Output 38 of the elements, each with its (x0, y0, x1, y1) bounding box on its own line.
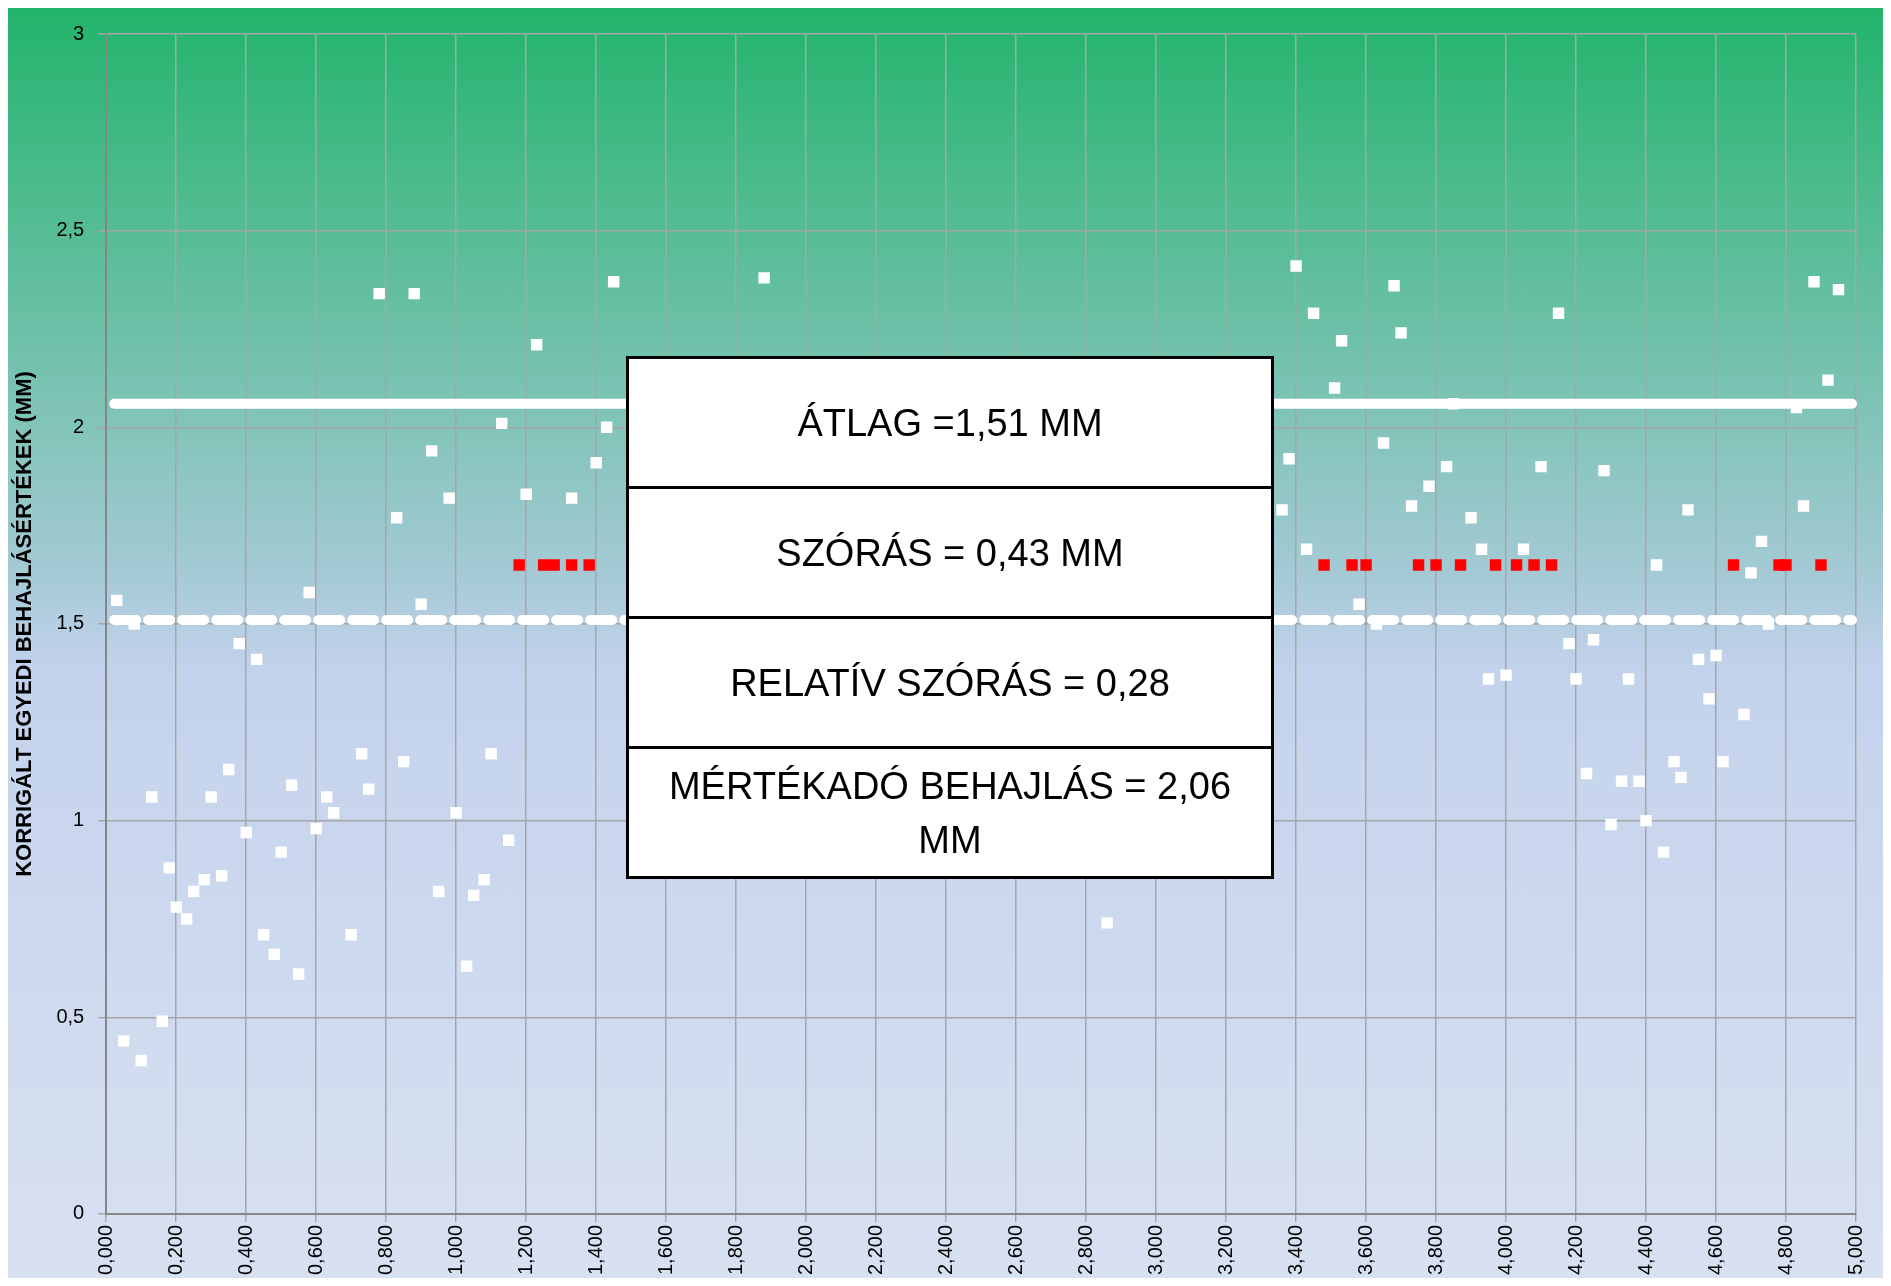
x-tick-label: 2,600 (1003, 1224, 1026, 1276)
x-tick-label: 1,800 (723, 1224, 746, 1276)
x-tick-label: 3,400 (1283, 1224, 1306, 1276)
x-tick-label: 4,800 (1773, 1224, 1796, 1276)
y-tick-label: 1,5 (56, 611, 85, 634)
y-tick-label: 0,5 (56, 1004, 85, 1027)
x-tick-label: 0,400 (233, 1224, 256, 1276)
x-tick-label: 3,800 (1423, 1224, 1446, 1276)
x-tick-label: 4,200 (1563, 1224, 1586, 1276)
x-tick-label: 4,600 (1703, 1224, 1726, 1276)
x-tick-label: 1,000 (443, 1224, 466, 1276)
x-tick-label: 0,000 (93, 1224, 116, 1276)
y-axis-title: KORRIGÁLT EGYEDI BEHAJLÁSÉRTÉKEK (MM) (11, 371, 37, 877)
y-tick-label: 3 (73, 21, 85, 44)
x-tick-label: 4,000 (1493, 1224, 1516, 1276)
annotation: MÉRTÉKADÓ BEHAJLÁS = 2,06 MM (629, 746, 1271, 876)
y-tick-label: 2,5 (56, 218, 85, 241)
x-tick-label: 0,200 (163, 1224, 186, 1276)
x-tick-label: 1,200 (513, 1224, 536, 1276)
x-tick-label: 1,600 (653, 1224, 676, 1276)
x-tick-label: 5,000 (1843, 1224, 1866, 1276)
x-tick-label: 2,400 (933, 1224, 956, 1276)
annotation: RELATÍV SZÓRÁS = 0,28 (629, 616, 1271, 746)
x-tick-label: 2,000 (793, 1224, 816, 1276)
x-tick-label: 0,600 (303, 1224, 326, 1276)
x-tick-label: 4,400 (1633, 1224, 1656, 1276)
annotation: SZÓRÁS = 0,43 MM (629, 486, 1271, 616)
y-tick-label: 2 (73, 414, 85, 437)
x-tick-label: 0,800 (373, 1224, 396, 1276)
y-tick-label: 0 (73, 1201, 85, 1224)
x-tick-label: 2,800 (1073, 1224, 1096, 1276)
y-tick-label: 1 (73, 808, 85, 831)
annotation: ÁTLAG =1,51 MM (796, 400, 1104, 446)
x-tick-label: 2,200 (863, 1224, 886, 1276)
x-tick-label: 3,200 (1213, 1224, 1236, 1276)
x-tick-label: 3,600 (1353, 1224, 1376, 1276)
x-tick-label: 3,000 (1143, 1224, 1166, 1276)
x-tick-label: 1,400 (583, 1224, 606, 1276)
